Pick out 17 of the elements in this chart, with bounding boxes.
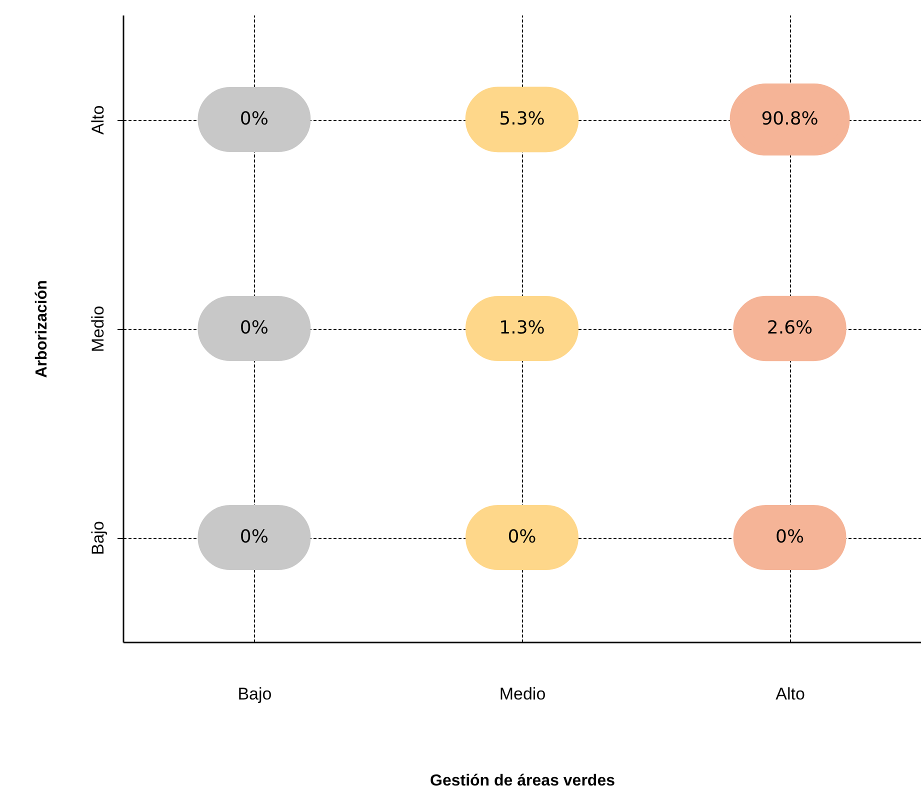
- data-label: 0%: [240, 318, 268, 338]
- x-tick-label: Medio: [499, 684, 546, 704]
- y-tick-label: Medio: [88, 306, 108, 352]
- data-label: 90.8%: [761, 108, 818, 130]
- data-label: 2.6%: [766, 318, 813, 338]
- data-label: 0%: [508, 526, 536, 548]
- x-tick-label: Bajo: [238, 684, 272, 704]
- data-label: 0%: [776, 526, 804, 548]
- data-label: 0%: [240, 526, 268, 548]
- y-axis-title: Arborización: [34, 280, 50, 378]
- data-label: 0%: [240, 108, 268, 130]
- x-tick-label: Alto: [776, 684, 805, 704]
- y-tick-label: Alto: [88, 105, 108, 135]
- data-label: 5.3%: [499, 108, 545, 130]
- y-tick-label: Bajo: [88, 520, 108, 556]
- x-axis-title: Gestión de áreas verdes: [430, 772, 616, 790]
- data-label: 1.3%: [499, 318, 545, 338]
